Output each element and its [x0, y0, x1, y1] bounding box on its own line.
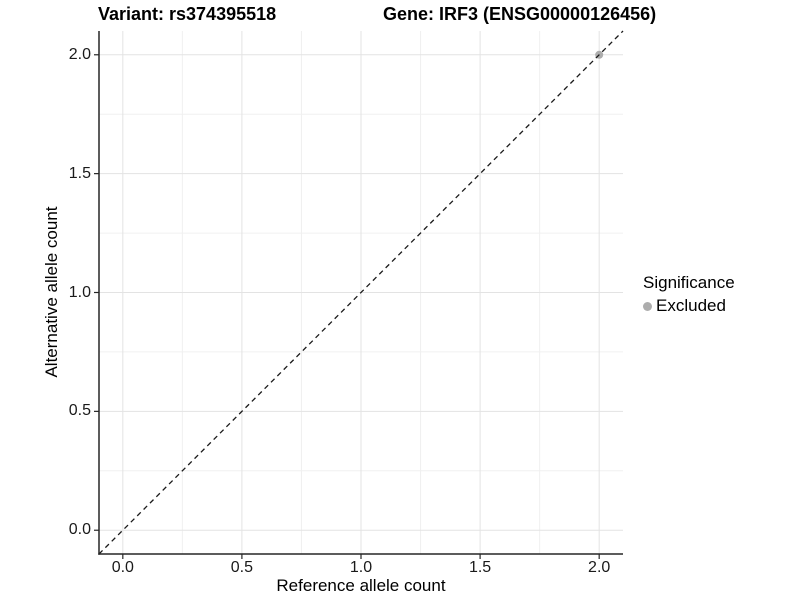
legend-item-excluded: Excluded — [643, 296, 735, 316]
excluded-point-icon — [643, 301, 652, 311]
x-tick-label: 0.5 — [230, 559, 254, 576]
legend: Significance Excluded — [643, 273, 735, 316]
y-tick-label: 0.5 — [68, 402, 91, 420]
identity-dashed-line — [98, 30, 624, 555]
y-tick-label: 1.5 — [68, 164, 91, 182]
plot-title-variant: Variant: rs374395518 — [98, 4, 277, 24]
y-axis-title: Alternative allele count — [42, 206, 61, 378]
plot-title-gene: Gene: IRF3 (ENSG00000126456) — [383, 4, 657, 24]
y-tick-label: 1.0 — [68, 283, 91, 301]
x-tick-label: 0.0 — [111, 559, 134, 576]
x-axis-title: Reference allele count — [276, 576, 446, 595]
x-tick-label: 1.5 — [468, 559, 492, 576]
x-tick-label: 1.0 — [349, 559, 373, 576]
legend-title: Significance — [643, 273, 735, 292]
x-tick-label: 2.0 — [588, 559, 611, 576]
y-tick-label: 0.0 — [68, 521, 91, 539]
legend-item-label: Excluded — [656, 296, 726, 315]
y-tick-label: 2.0 — [68, 45, 91, 63]
